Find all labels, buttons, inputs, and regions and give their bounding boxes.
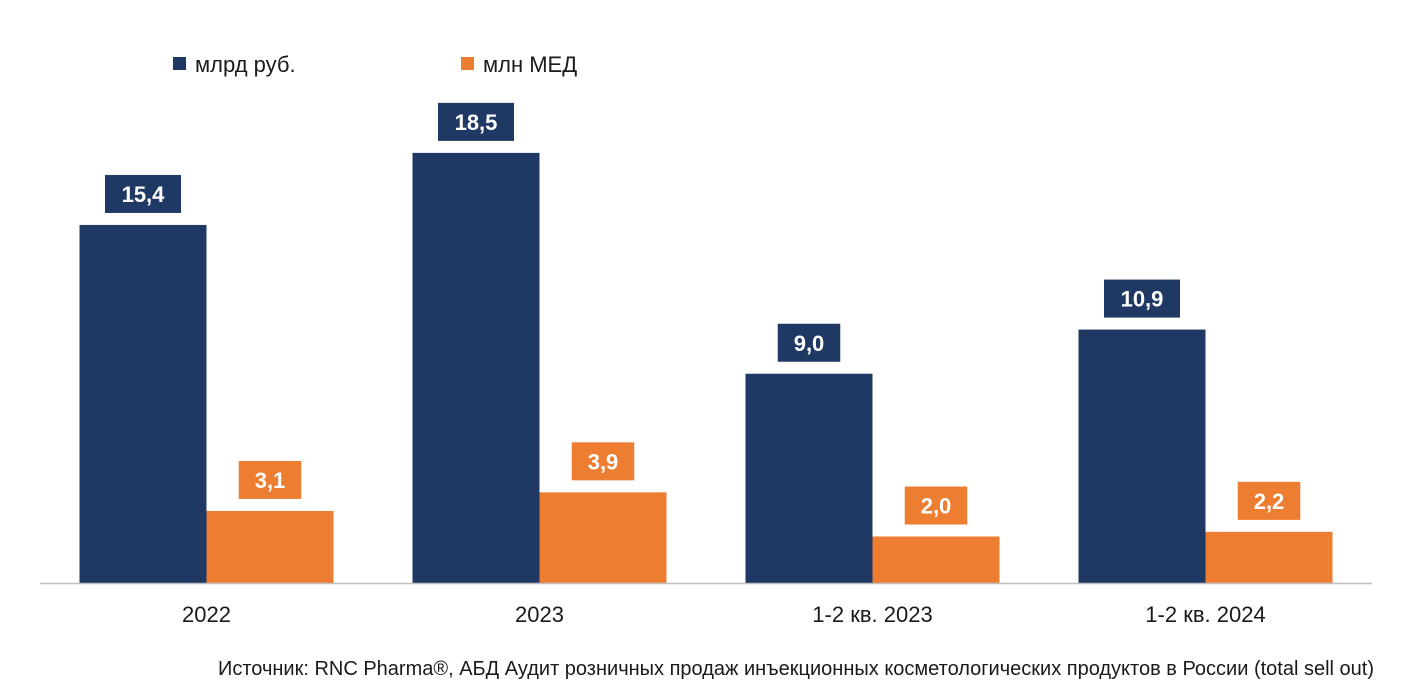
bar-rub-2 (412, 152, 540, 583)
x-tick-label-2: 2023 (515, 602, 564, 627)
bar-med-3 (872, 536, 1000, 583)
bar-rub-3 (745, 373, 873, 583)
data-label-med-1: 3,1 (238, 460, 302, 499)
data-label-value: 9,0 (794, 331, 825, 356)
bar-rub-4 (1078, 329, 1206, 583)
legend-swatch (173, 57, 186, 70)
legend-label: млрд руб. (195, 52, 296, 77)
x-tick-label-3: 1-2 кв. 2023 (812, 602, 932, 627)
data-label-box (1237, 481, 1301, 520)
bar-med-1 (206, 510, 334, 583)
data-label-value: 15,4 (122, 182, 166, 207)
bar-med-2 (539, 492, 667, 583)
data-label-med-2: 3,9 (571, 442, 635, 481)
legend-swatch (461, 57, 474, 70)
data-label-rub-4: 10,9 (1104, 279, 1180, 318)
data-label-value: 10,9 (1121, 287, 1164, 312)
data-label-box (238, 460, 302, 499)
legend-label: млн МЕД (483, 52, 577, 77)
bars (79, 152, 1333, 583)
x-axis-tick-labels: 2022 2023 1-2 кв. 2023 1-2 кв. 2024 (182, 602, 1266, 627)
legend: млрд руб. млн МЕД (173, 52, 577, 77)
source-note: Источник: RNC Pharma®, АБД Аудит розничн… (217, 658, 1374, 680)
data-label-value: 18,5 (455, 110, 498, 135)
data-label-med-3: 2,0 (904, 486, 968, 525)
bar-rub-1 (79, 224, 207, 583)
data-label-rub-2: 18,5 (438, 102, 514, 141)
legend-item-1: млрд руб. (173, 52, 296, 77)
data-label-value: 3,9 (588, 449, 619, 474)
data-label-box (777, 323, 841, 362)
data-label-value: 2,2 (1254, 489, 1285, 514)
data-label-rub-1: 15,4 (105, 174, 181, 213)
data-label-box (438, 102, 514, 141)
legend-item-2: млн МЕД (461, 52, 577, 77)
data-label-value: 2,0 (921, 494, 952, 519)
x-tick-label-1: 2022 (182, 602, 231, 627)
data-label-box (904, 486, 968, 525)
data-label-box (105, 174, 181, 213)
x-tick-label-4: 1-2 кв. 2024 (1145, 602, 1265, 627)
data-label-rub-3: 9,0 (777, 323, 841, 362)
data-label-value: 3,1 (255, 468, 286, 493)
bar-med-4 (1205, 531, 1333, 583)
data-label-box (571, 442, 635, 481)
data-labels: 15,4 3,1 18,5 3,9 9,0 2,0 10,9 2,2 (105, 102, 1301, 525)
data-label-box (1104, 279, 1180, 318)
data-label-med-4: 2,2 (1237, 481, 1301, 520)
